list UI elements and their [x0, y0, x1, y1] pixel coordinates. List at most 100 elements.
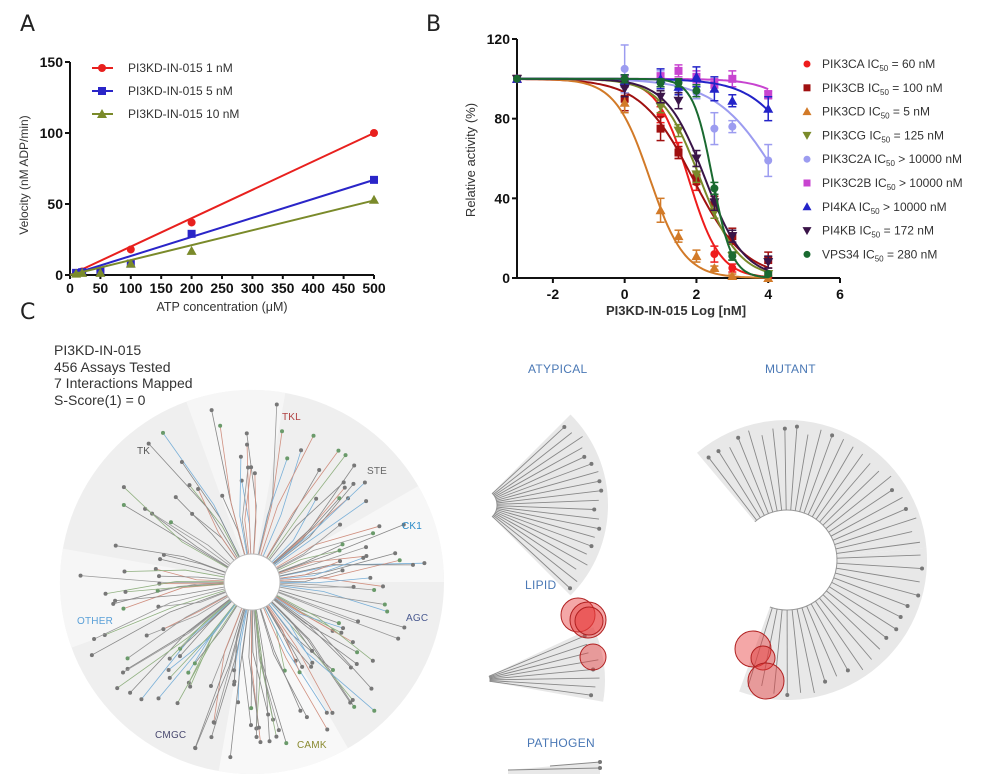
kinome-leaf-node — [248, 723, 253, 728]
family-label-tkl: TKL — [282, 412, 301, 423]
mutant-tree-lower-branch — [828, 586, 897, 630]
kinome-leaf-node — [340, 568, 345, 573]
mutant-tree-branch — [790, 426, 798, 511]
atypical-tree-background — [492, 414, 608, 596]
kinome-branch — [276, 532, 374, 570]
chart-a-data-point — [77, 267, 88, 277]
kinome-branch — [274, 598, 372, 689]
kinome-branch — [80, 575, 225, 584]
kinome-branch — [254, 609, 277, 737]
chart-b-data-point — [728, 264, 737, 273]
chart-b-data-point — [710, 124, 719, 133]
mutant-tree-root-arc — [754, 509, 838, 556]
kinome-branch — [271, 601, 351, 703]
lipid-tree-branch — [489, 635, 585, 677]
mutant-tree-lower-background — [739, 547, 927, 700]
kinome-branch — [151, 513, 229, 568]
kinome-leaf-node — [252, 471, 257, 476]
mutant-tree-branch — [729, 447, 765, 516]
mutant-tree-leaf-node — [830, 433, 835, 438]
kinome-leaf-node — [196, 487, 201, 492]
kinome-leaf-node — [175, 701, 180, 706]
kinome-branch — [269, 482, 344, 561]
kinome-branch — [279, 586, 385, 605]
mutant-tree-lower-branch — [836, 554, 921, 559]
kinome-branch — [177, 605, 237, 704]
kinome-leaf-node — [351, 584, 356, 589]
kinome-leaf-node — [317, 468, 322, 473]
chart-a-legend-marker — [98, 87, 106, 95]
kinome-branch — [181, 461, 240, 558]
atypical-tree-branch — [495, 456, 585, 499]
chart-b-data-point — [673, 231, 684, 241]
mutant-tree-lower-leaf-node — [898, 614, 903, 619]
kinome-branch — [123, 486, 228, 569]
chart-a-fit-line — [69, 199, 375, 276]
kinome-leaf-node — [324, 710, 329, 715]
kinome-branch — [260, 435, 314, 556]
chart-b-ytick-label: 80 — [494, 111, 510, 127]
kinome-sector — [186, 390, 286, 582]
kinome-branch — [276, 595, 340, 624]
kinome-leaf-node — [325, 727, 330, 732]
chart-b-data-point — [763, 258, 774, 268]
interactions-mapped: 7 Interactions Mapped — [54, 375, 193, 391]
mutant-tree-branch — [784, 428, 787, 511]
chart-b-ytick-label: 0 — [502, 270, 510, 286]
chart-b-legend-marker — [802, 107, 812, 116]
mutant-tree-lower-root-arc — [769, 555, 838, 611]
chart-a-xtick-label: 450 — [332, 280, 356, 296]
atypical-tree-leaf-node — [597, 526, 602, 531]
kinome-branch — [279, 584, 354, 588]
chart-b-fit-curve — [517, 77, 769, 279]
chart-b-data-point — [709, 83, 720, 93]
mutant-tree-branch — [832, 508, 907, 541]
atypical-tree-branch — [496, 505, 595, 510]
kinome-leaf-node — [338, 559, 343, 564]
kinome-branch — [277, 592, 399, 640]
mutant-tree-lower-leaf-node — [894, 627, 899, 632]
chart-a-data-point — [126, 245, 135, 254]
kinome-branch — [189, 484, 240, 558]
mutant-tree-background — [697, 420, 927, 556]
chart-b-legend-label: PI4KB IC50 = 172 nM — [822, 224, 934, 240]
kinome-leaf-node — [115, 686, 120, 691]
kinome-leaf-node — [158, 557, 163, 562]
kinome-branch — [276, 524, 341, 569]
kinome-leaf-node — [161, 627, 166, 632]
family-label-camk: CAMK — [297, 740, 327, 751]
mutant-tree-branch — [737, 437, 769, 514]
kinome-leaf-node — [254, 734, 259, 739]
pathogen-tree-branch — [549, 761, 601, 767]
kinome-leaf-node — [187, 483, 192, 488]
kinome-leaf-node — [370, 658, 375, 663]
chart-a-xtick-label: 250 — [210, 280, 234, 296]
chart-b-ytick-label: 120 — [487, 31, 511, 47]
family-label-other: OTHER — [77, 616, 113, 627]
kinome-branch — [253, 473, 257, 555]
chart-b-data-point — [727, 95, 738, 105]
kinome-branch — [279, 560, 341, 579]
chart-b-xtick-label: -2 — [547, 286, 560, 302]
kinome-branch — [273, 497, 340, 565]
atypical-tree-leaf-node — [597, 479, 602, 484]
kinome-branch — [239, 456, 248, 555]
kinome-branch — [244, 467, 252, 555]
chart-b-xtick-label: 4 — [764, 286, 772, 302]
kinome-leaf-node — [178, 646, 183, 651]
atypical-tree-branch — [493, 515, 578, 582]
kinome-branch — [213, 609, 246, 723]
mutant-tree-lower-leaf-node — [823, 679, 828, 684]
kinome-leaf-node — [256, 725, 261, 730]
chart-b-data-point — [673, 96, 684, 106]
mutant-tree-branch — [772, 428, 783, 511]
mutant-tree-leaf-node — [889, 488, 894, 493]
chart-b-data-point — [619, 84, 630, 94]
chart-a-legend-marker — [98, 64, 106, 72]
chart-b-data-point — [764, 90, 773, 99]
mutant-tree-branch — [761, 435, 778, 512]
kinome-leaf-node — [339, 630, 344, 635]
kinome-leaf-node — [362, 480, 367, 485]
kinome-leaf-node — [209, 735, 214, 740]
